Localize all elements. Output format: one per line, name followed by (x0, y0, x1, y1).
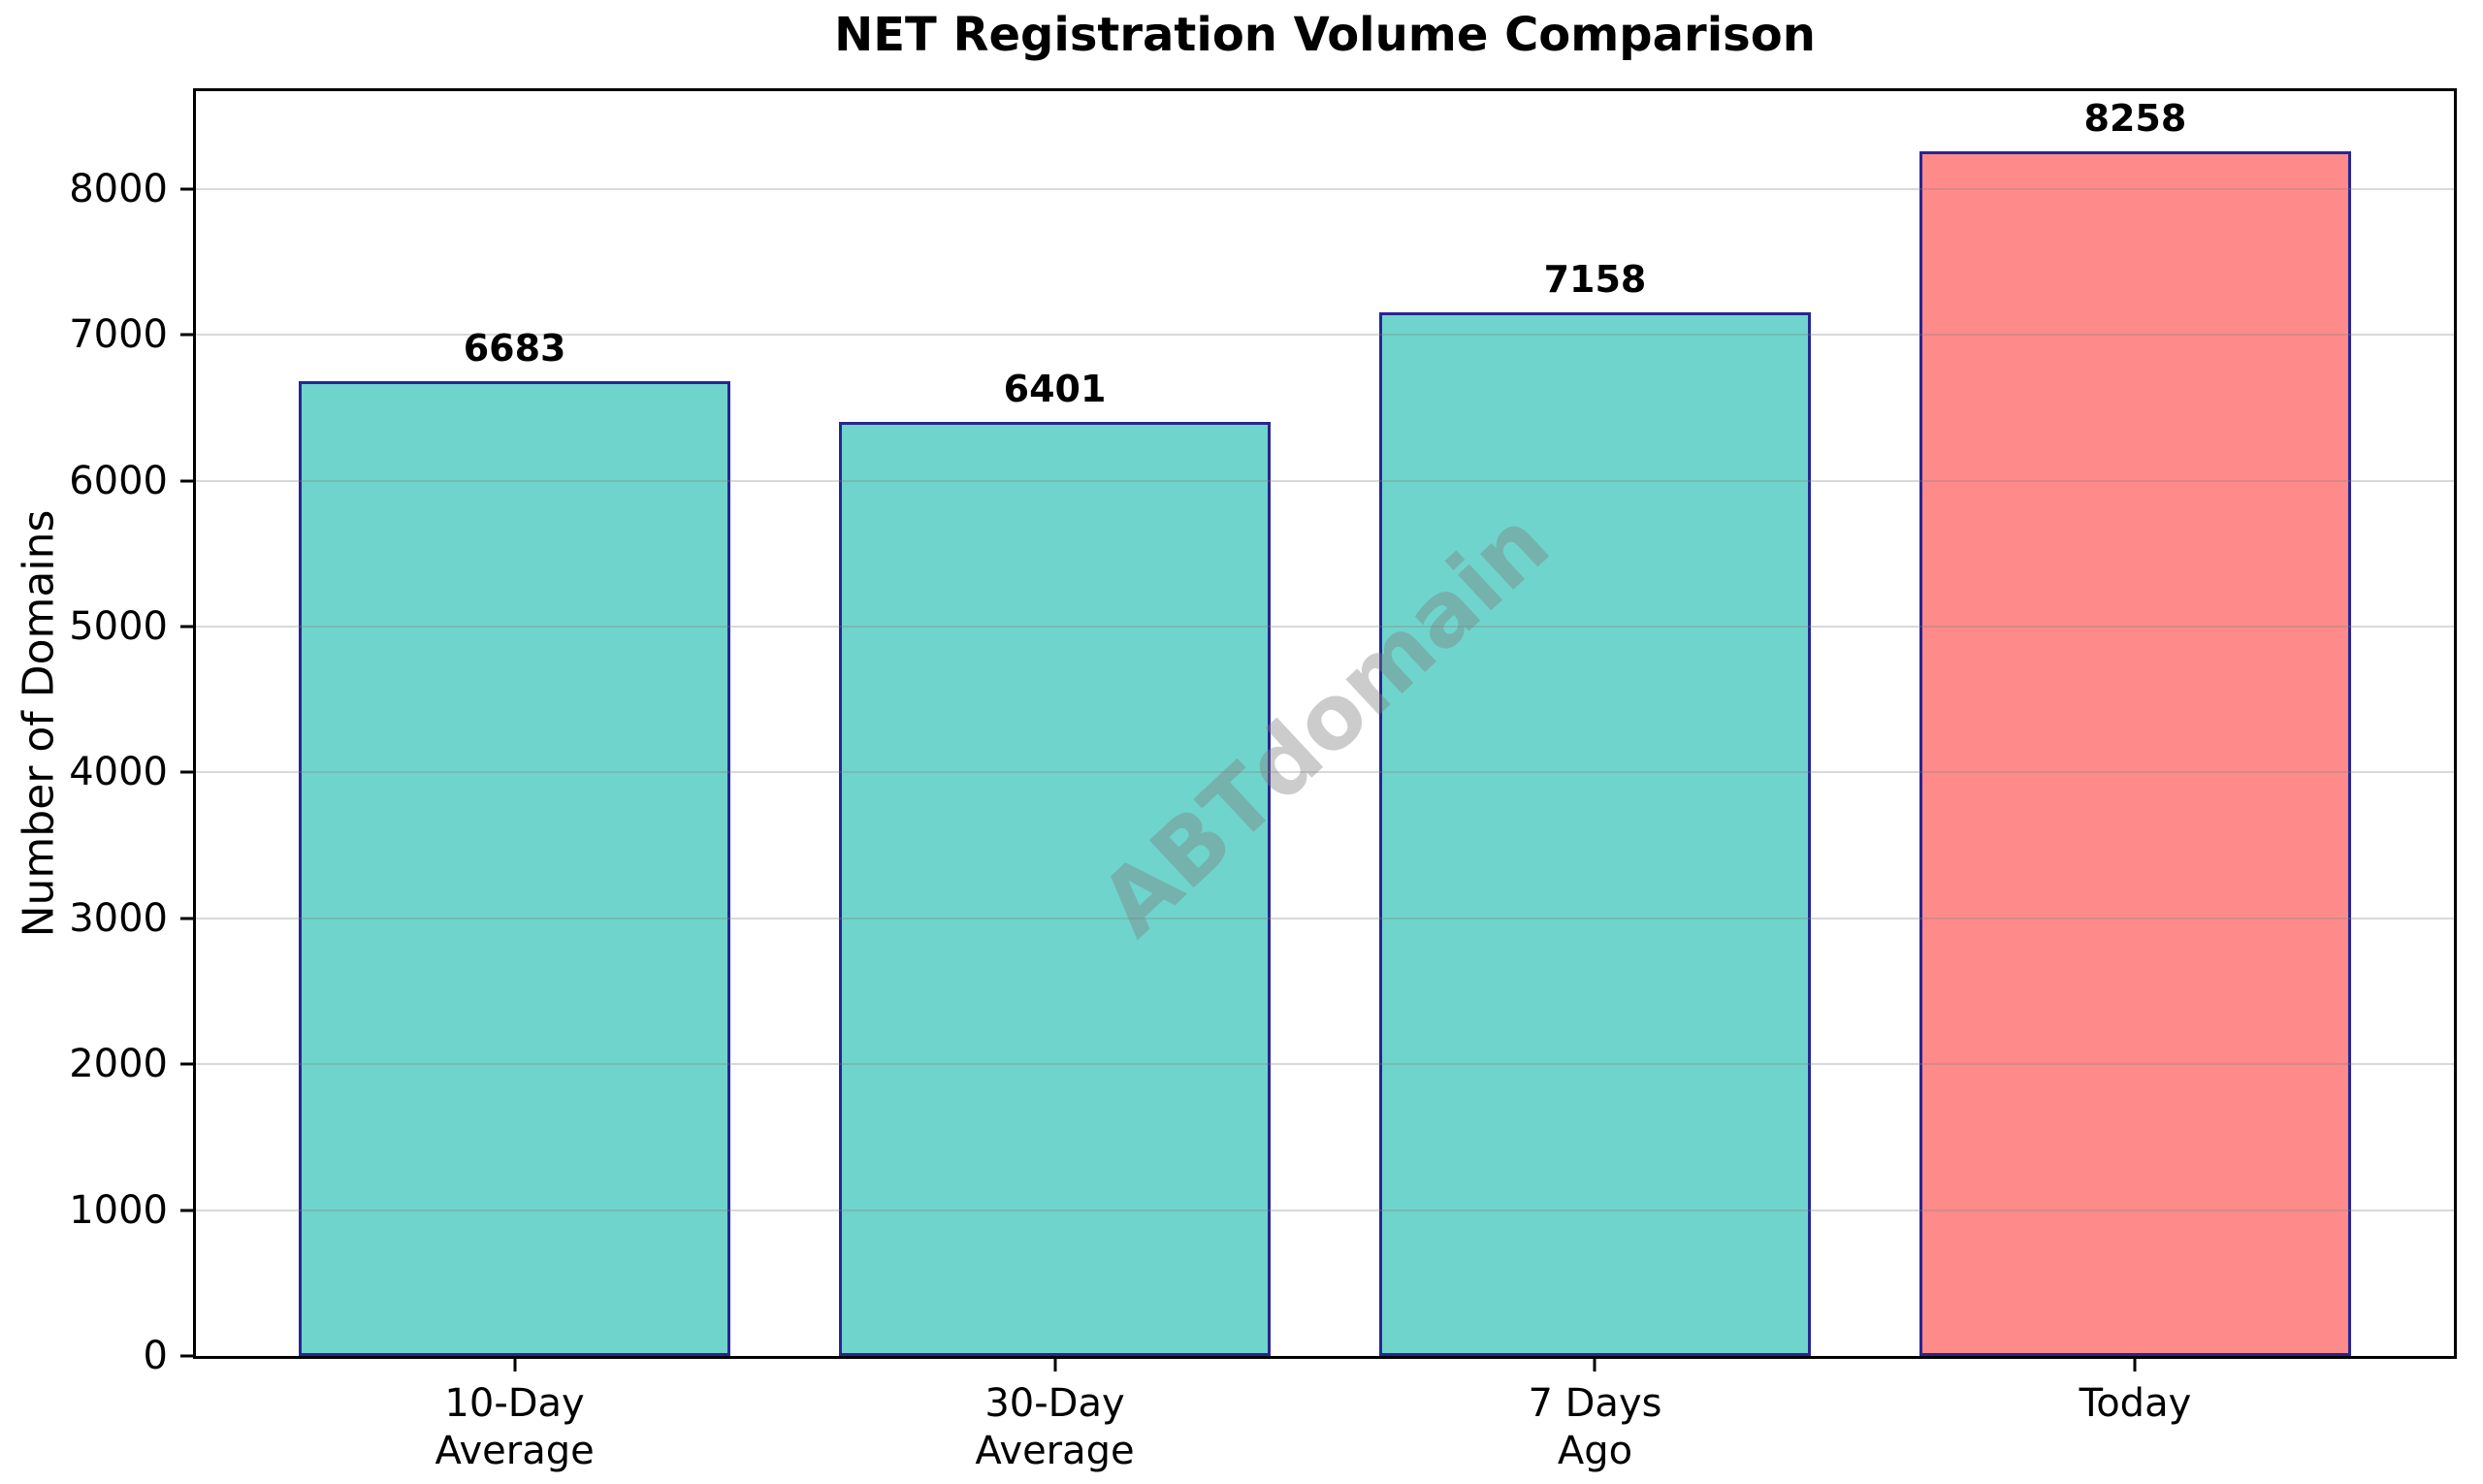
y-gridline (196, 626, 2454, 629)
bar-1 (838, 422, 1272, 1356)
bar-0 (298, 380, 731, 1356)
bar-value-label-1: 6401 (1003, 368, 1107, 411)
y-tick-label: 5000 (69, 604, 168, 650)
y-tick-mark (180, 479, 193, 483)
y-tick-mark (180, 1209, 193, 1212)
chart-title: NET Registration Volume Comparison (834, 8, 1816, 62)
bar-value-label-3: 8258 (2083, 97, 2187, 141)
y-tick-label: 3000 (69, 895, 168, 941)
y-gridline (196, 479, 2454, 482)
y-tick-mark (180, 1062, 193, 1066)
y-gridline (196, 1209, 2454, 1211)
y-axis: 0 1000 2000 3000 4000 5000 6000 7000 8000 (0, 91, 193, 1378)
y-tick-label: 1000 (69, 1187, 168, 1233)
y-tick-mark (180, 770, 193, 774)
bar-value-label-0: 6683 (463, 326, 566, 370)
x-tick-mark (2133, 1359, 2137, 1371)
x-axis: 10-Day Average 30-Day Average 7 Days Ago To… (196, 1359, 2454, 1475)
y-tick-label: 7000 (69, 312, 168, 358)
x-tick-label-1: 30-Day Average (975, 1381, 1135, 1473)
y-tick-mark (180, 917, 193, 920)
bar-3 (1919, 151, 2352, 1356)
y-tick-label: 4000 (69, 750, 168, 795)
x-tick-mark (513, 1359, 517, 1371)
bar-value-label-2: 7158 (1543, 257, 1647, 301)
y-tick-mark (180, 333, 193, 337)
x-tick-label-3: Today (2079, 1381, 2192, 1426)
y-tick-mark (180, 187, 193, 191)
y-tick-label: 2000 (69, 1042, 168, 1087)
y-tick-mark (180, 625, 193, 629)
y-tick-label: 6000 (69, 458, 168, 503)
y-gridline (196, 771, 2454, 774)
x-tick-mark (1053, 1359, 1057, 1371)
y-gridline (196, 187, 2454, 190)
x-tick-label-0: 10-Day Average (435, 1381, 595, 1473)
plot-area: ABTdomain 6683 6401 7158 8258 (193, 88, 2457, 1359)
bar-2 (1378, 311, 1812, 1356)
x-tick-label-2: 7 Days Ago (1528, 1381, 1662, 1473)
x-tick-mark (1593, 1359, 1596, 1371)
y-gridline (196, 917, 2454, 919)
y-gridline (196, 334, 2454, 337)
y-gridline (196, 1063, 2454, 1066)
y-tick-label: 0 (143, 1334, 168, 1378)
y-tick-mark (180, 1354, 193, 1358)
y-tick-label: 8000 (69, 166, 168, 211)
